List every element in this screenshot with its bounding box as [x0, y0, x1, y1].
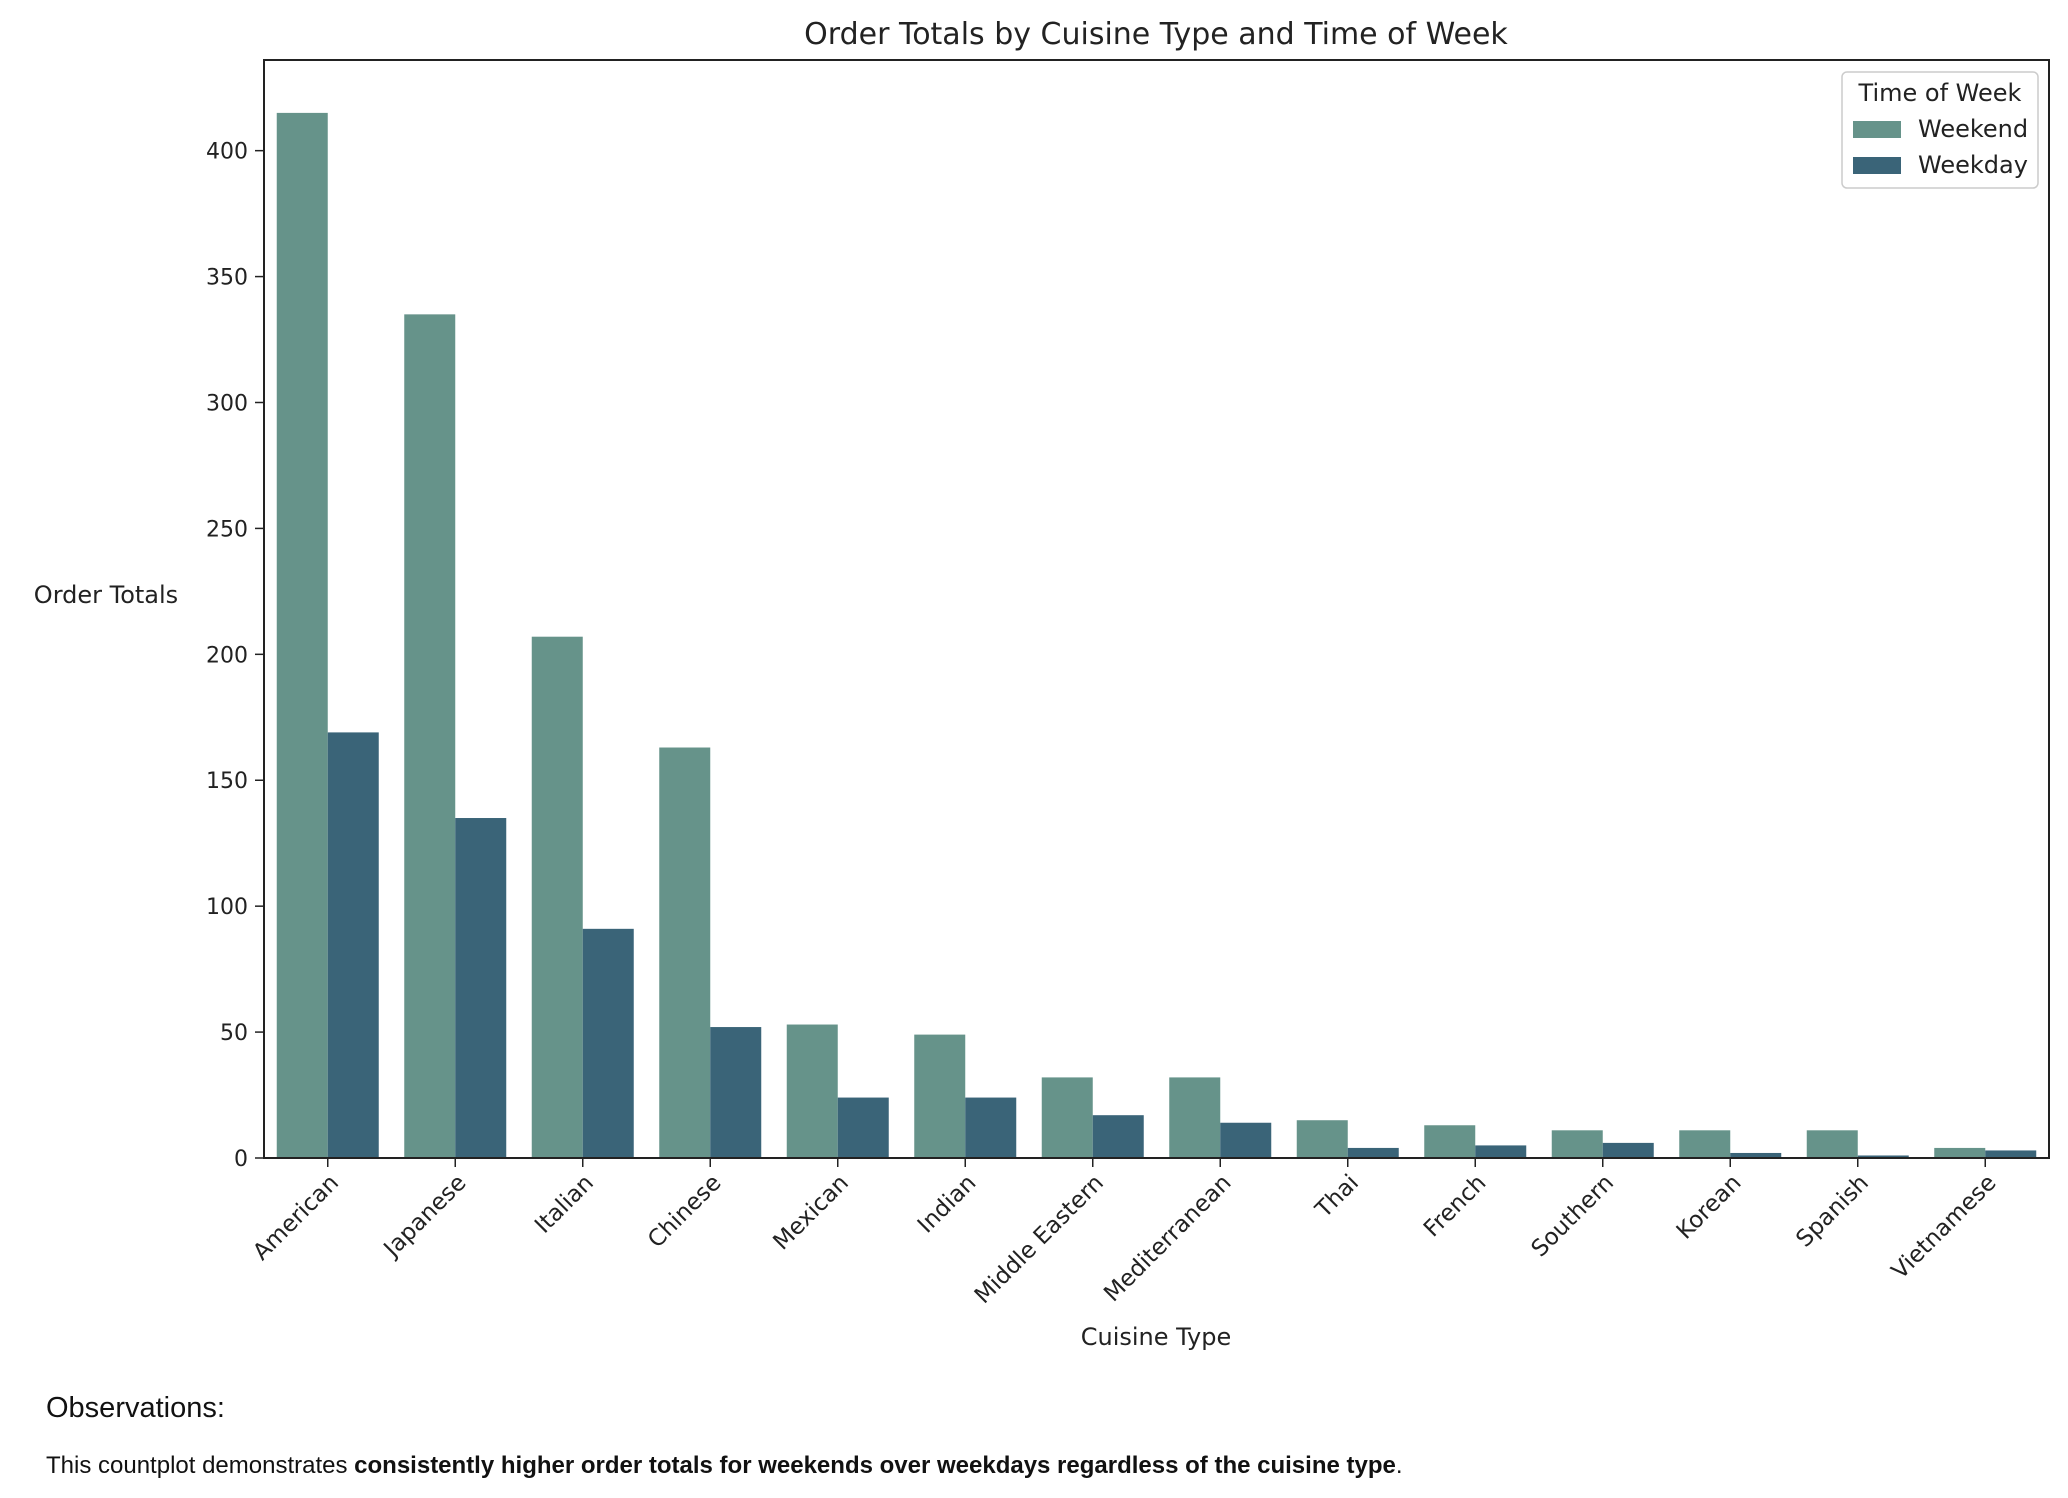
bar-weekday-mediterranean — [1220, 1122, 1272, 1158]
observations-text: This countplot demonstrates consistently… — [46, 1452, 1403, 1480]
legend-swatch-weekday — [1853, 157, 1901, 174]
bar-weekday-middle-eastern — [1092, 1115, 1144, 1158]
bars-group — [276, 112, 2037, 1159]
x-tick-label: Vietnamese — [1887, 1170, 2002, 1285]
legend-label-weekday: Weekday — [1918, 151, 2028, 179]
bar-weekend-mediterranean — [1169, 1077, 1221, 1158]
y-tick-label: 150 — [206, 769, 248, 794]
bar-weekend-italian — [531, 636, 583, 1158]
bar-chart: Order Totals by Cuisine Type and Time of… — [34, 17, 2050, 1351]
x-tick-label: Southern — [1527, 1170, 1619, 1262]
plot-frame — [263, 59, 2050, 1159]
x-ticks-group: American Japanese Italian Chinese Mexican Ind… — [248, 1158, 2001, 1309]
x-axis-label: Cuisine Type — [1081, 1323, 1232, 1351]
bar-weekend-japanese — [404, 314, 456, 1159]
bar-weekday-italian — [582, 928, 634, 1158]
bar-weekday-vietnamese — [1985, 1150, 2037, 1158]
x-tick-label: Mediterranean — [1099, 1170, 1236, 1307]
x-tick-label: Japanese — [378, 1170, 472, 1264]
bar-weekday-french — [1475, 1145, 1527, 1158]
bar-weekday-american — [327, 732, 379, 1158]
y-tick-label: 200 — [206, 643, 248, 668]
bar-weekend-american — [276, 112, 328, 1158]
observations-heading: Observations: — [46, 1392, 225, 1424]
y-tick-label: 100 — [206, 895, 248, 920]
bar-weekend-mexican — [786, 1024, 838, 1158]
observations-text-prefix: This countplot demonstrates — [46, 1452, 355, 1479]
y-tick-label: 350 — [206, 266, 248, 291]
bar-weekend-vietnamese — [1934, 1147, 1986, 1158]
bar-weekday-korean — [1730, 1152, 1782, 1158]
x-tick-label: Indian — [913, 1170, 982, 1239]
bar-weekend-spanish — [1806, 1130, 1858, 1158]
x-tick-label: Italian — [530, 1170, 599, 1239]
bar-weekend-chinese — [659, 747, 711, 1158]
legend: Time of Week Weekend Weekday — [1841, 71, 2039, 189]
bar-weekend-thai — [1296, 1120, 1348, 1158]
x-tick-label: American — [248, 1170, 344, 1266]
y-tick-label: 50 — [220, 1021, 248, 1046]
bar-weekend-middle-eastern — [1041, 1077, 1093, 1158]
bar-weekend-french — [1424, 1125, 1476, 1158]
chart-title: Order Totals by Cuisine Type and Time of… — [804, 17, 1508, 52]
legend-title: Time of Week — [1858, 79, 2022, 107]
y-tick-label: 400 — [206, 140, 248, 165]
bar-weekend-korean — [1679, 1130, 1731, 1158]
legend-swatch-weekend — [1853, 121, 1901, 138]
bar-weekday-mexican — [837, 1097, 889, 1158]
observations-text-suffix: . — [1395, 1452, 1403, 1479]
y-tick-label: 0 — [234, 1147, 248, 1172]
x-tick-label: French — [1419, 1170, 1491, 1242]
y-ticks-group: 0 50 100 150 200 250 300 350 400 — [206, 140, 264, 1172]
bar-weekday-japanese — [455, 818, 507, 1158]
bar-weekend-southern — [1551, 1130, 1603, 1158]
y-axis-label: Order Totals — [34, 581, 178, 609]
x-tick-label: Mexican — [768, 1170, 854, 1256]
bar-weekday-thai — [1347, 1147, 1399, 1158]
bar-weekday-chinese — [710, 1027, 762, 1158]
x-tick-label: Spanish — [1791, 1170, 1874, 1253]
legend-label-weekend: Weekend — [1918, 115, 2028, 143]
observations-text-bold: consistently higher order totals for wee… — [354, 1452, 1396, 1479]
y-tick-label: 250 — [206, 517, 248, 542]
bar-weekend-indian — [914, 1034, 966, 1158]
bar-weekday-indian — [965, 1097, 1017, 1158]
y-tick-label: 300 — [206, 391, 248, 416]
chart-container: Order Totals by Cuisine Type and Time of… — [34, 17, 2050, 1351]
x-tick-label: Thai — [1310, 1170, 1364, 1224]
x-tick-label: Chinese — [643, 1170, 726, 1253]
bar-weekday-spanish — [1857, 1155, 1909, 1158]
x-tick-label: Middle Eastern — [970, 1170, 1109, 1309]
bar-weekday-southern — [1602, 1142, 1654, 1158]
x-tick-label: Korean — [1672, 1170, 1747, 1245]
